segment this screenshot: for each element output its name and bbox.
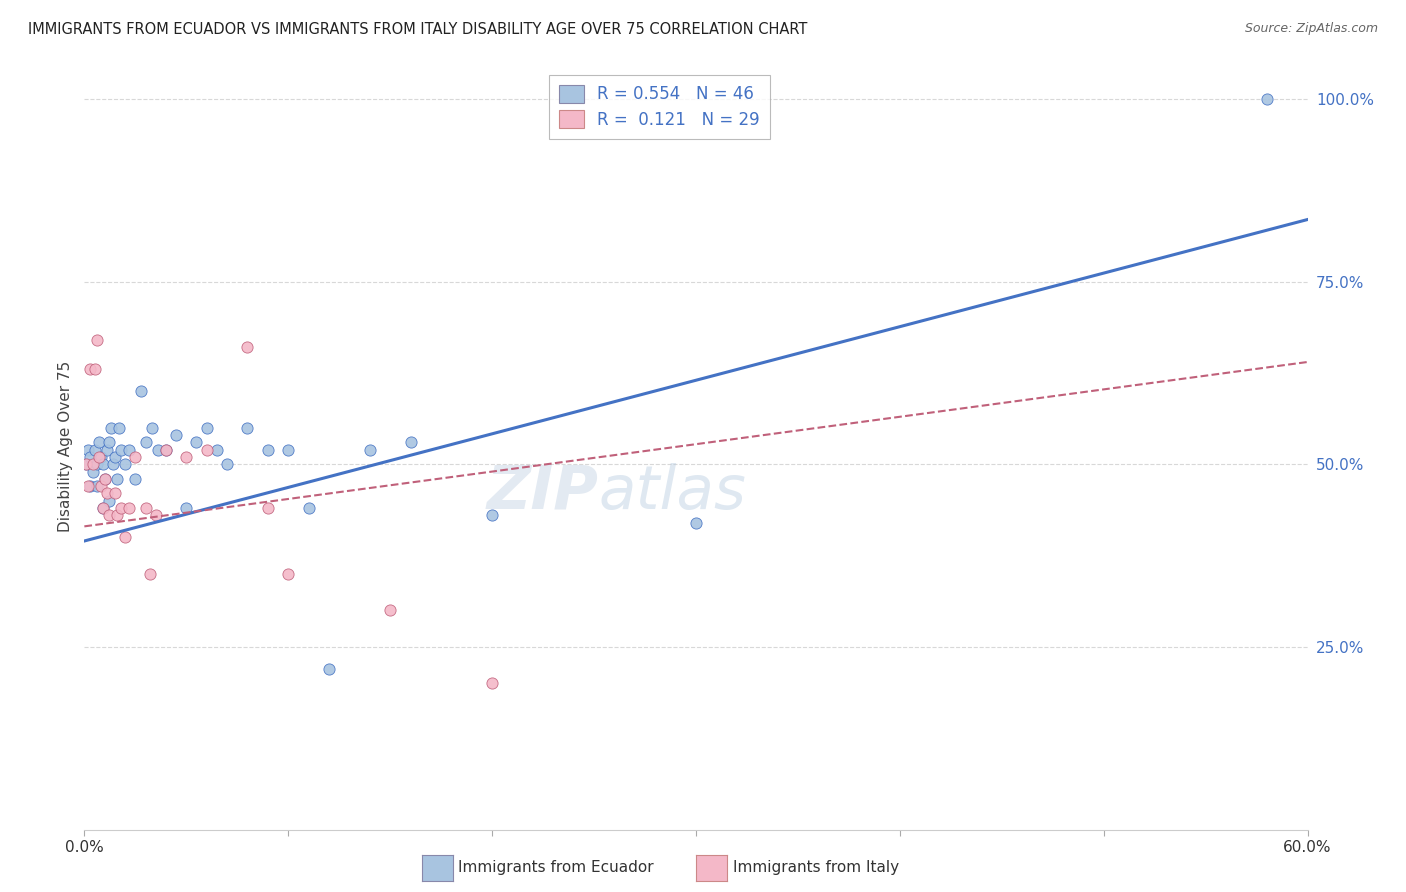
Point [100,421,122,435]
Point [277,442,299,457]
Point [96,442,118,457]
Point [97,493,120,508]
Point [75,457,97,471]
Point [124,450,146,464]
Point [118,501,141,516]
Point [87,435,110,450]
Point [104,486,127,500]
Point [93,472,115,486]
Point [257,442,280,457]
Point [75,457,97,471]
Point [86,479,108,493]
Point [685,516,707,530]
Point [110,442,132,457]
Point [105,508,128,523]
Point [298,501,321,516]
Point [380,603,402,617]
Point [155,442,177,457]
Point [91,501,114,516]
Point [141,421,163,435]
Point [145,508,167,523]
Point [236,340,259,354]
Point [91,457,114,471]
Point [359,442,381,457]
Text: ZIP: ZIP [486,463,598,522]
Point [165,428,187,442]
Point [93,472,115,486]
Point [110,501,132,516]
Point [86,457,108,471]
Point [236,421,259,435]
Point [83,362,105,376]
Text: Source: ZipAtlas.com: Source: ZipAtlas.com [1244,22,1378,36]
Point [101,457,124,471]
Point [217,457,239,471]
Point [135,501,157,516]
Point [96,486,118,500]
Point [481,676,503,690]
Point [114,457,136,471]
Text: Immigrants from Italy: Immigrants from Italy [733,861,898,875]
Point [82,465,104,479]
Point [79,362,101,376]
Point [146,442,169,457]
Point [97,435,120,450]
Point [82,457,104,471]
Point [90,479,112,493]
Point [77,479,100,493]
Point [138,566,160,581]
Point [399,435,422,450]
Point [77,442,100,457]
Point [186,435,208,450]
Point [87,450,110,464]
Point [257,501,280,516]
Point [205,442,228,457]
Point [174,501,197,516]
Point [91,501,114,516]
Point [104,450,127,464]
Point [114,530,136,544]
Point [131,384,153,399]
Point [174,450,197,464]
Point [97,508,120,523]
Point [83,442,105,457]
Text: atlas: atlas [598,463,747,522]
Legend: R = 0.554   N = 46, R =  0.121   N = 29: R = 0.554 N = 46, R = 0.121 N = 29 [548,75,769,138]
Point [86,333,108,347]
Point [105,472,128,486]
Point [124,472,146,486]
Text: Immigrants from Ecuador: Immigrants from Ecuador [458,861,654,875]
Point [277,566,299,581]
Point [195,421,218,435]
Y-axis label: Disability Age Over 75: Disability Age Over 75 [58,360,73,532]
Point [195,442,218,457]
Point [108,421,131,435]
Point [155,442,177,457]
Point [118,442,141,457]
Point [481,508,503,523]
Point [79,479,101,493]
Text: IMMIGRANTS FROM ECUADOR VS IMMIGRANTS FROM ITALY DISABILITY AGE OVER 75 CORRELAT: IMMIGRANTS FROM ECUADOR VS IMMIGRANTS FR… [28,22,807,37]
Point [135,435,157,450]
Point [79,450,101,464]
Point [90,450,112,464]
Point [1256,92,1278,106]
Point [318,662,340,676]
